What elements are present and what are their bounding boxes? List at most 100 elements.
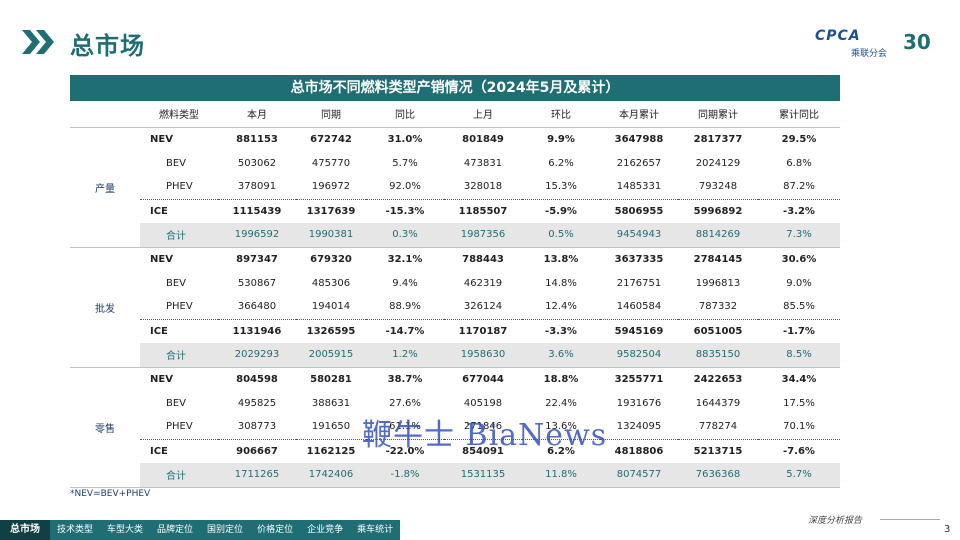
value-cell: 8814269	[678, 223, 758, 248]
value-cell: 1485331	[616, 181, 662, 193]
value-cell: 2029293	[218, 343, 296, 368]
value-cell: 366480	[237, 301, 277, 313]
value-cell: 405198	[463, 397, 503, 409]
column-header: 本月累计	[600, 101, 678, 128]
table-row: PHEV 378091 196972 92.0% 328018 15.3% 1485331 7…	[70, 175, 840, 199]
value-cell: -14.7%	[366, 318, 444, 343]
fuel-type-cell: 合计	[140, 223, 218, 248]
column-header: 同比	[366, 101, 444, 128]
nav-item[interactable]: 总市场	[0, 520, 50, 540]
watermark: 鞭牛士 BiaNews	[362, 418, 608, 453]
nav-item[interactable]: 品牌定位	[150, 520, 201, 540]
nav-item[interactable]: 车型大类	[100, 520, 151, 540]
value-cell: 1644379	[695, 397, 741, 409]
table-row: BEV 530867 485306 9.4% 462319 14.8% 2176751 199…	[70, 271, 840, 295]
value-cell: 1317639	[296, 198, 366, 223]
value-cell: -15.3%	[366, 198, 444, 223]
nav-item[interactable]: 价格定位	[250, 520, 301, 540]
fuel-type-cell: NEV	[150, 373, 173, 385]
value-cell: 32.1%	[387, 253, 423, 265]
value-cell: 38.7%	[387, 373, 423, 385]
fuel-type-cell: PHEV	[166, 421, 193, 433]
value-cell: 9.4%	[392, 277, 418, 289]
value-cell: 580281	[310, 373, 352, 385]
fuel-type-cell: BEV	[166, 157, 187, 169]
column-header: 燃料类型	[140, 101, 218, 128]
value-cell: 388631	[311, 397, 351, 409]
value-cell: 378091	[237, 181, 277, 193]
value-cell: 88.9%	[389, 301, 421, 313]
fuel-type-cell: PHEV	[166, 301, 193, 313]
value-cell: 22.4%	[545, 397, 577, 409]
anniversary-mark: 30	[903, 30, 931, 54]
table-row: BEV 503062 475770 5.7% 473831 6.2% 2162657 2024…	[70, 151, 840, 175]
nav-item[interactable]: 乘车统计	[350, 520, 401, 540]
table-title: 总市场不同燃料类型产销情况（2024年5月及累计）	[70, 75, 840, 101]
column-header: 环比	[522, 101, 600, 128]
page-number: 3	[944, 524, 951, 535]
value-cell: 9.9%	[547, 133, 575, 145]
value-cell: -7.6%	[758, 438, 840, 463]
logo-sub-text: 乘联分会	[851, 49, 888, 59]
value-cell: 328018	[463, 181, 503, 193]
value-cell: 271846	[463, 421, 503, 433]
value-cell: 1996813	[695, 277, 741, 289]
value-cell: 1115439	[218, 198, 296, 223]
value-cell: 196972	[311, 181, 351, 193]
value-cell: -5.9%	[522, 198, 600, 223]
value-cell: 1326595	[296, 318, 366, 343]
fuel-type-cell: BEV	[166, 397, 187, 409]
value-cell: 503062	[237, 157, 277, 169]
value-cell: 14.8%	[545, 277, 577, 289]
column-header: 累计同比	[758, 101, 840, 128]
value-cell: -22.0%	[366, 438, 444, 463]
value-cell: 1531135	[444, 463, 522, 488]
value-cell: 2024129	[695, 157, 741, 169]
nav-item[interactable]: 国别定位	[200, 520, 251, 540]
value-cell: 8.5%	[758, 343, 840, 368]
value-cell: -3.3%	[522, 318, 600, 343]
value-cell: 1324095	[616, 421, 662, 433]
table-body: 产量 NEV 881153 672742 31.0% 801849 9.9% 3647988 2…	[70, 127, 840, 488]
value-cell: 3255771	[614, 373, 664, 385]
value-cell: 0.3%	[366, 223, 444, 248]
group-label: 产量	[70, 127, 140, 248]
value-cell: 473831	[463, 157, 503, 169]
value-cell: 13.6%	[545, 421, 577, 433]
header: 总市场 CPCA 乘联分会 30	[0, 0, 960, 70]
value-cell: 1958630	[444, 343, 522, 368]
value-cell: 9454943	[600, 223, 678, 248]
table-header-row: 燃料类型 本月 同期 同比 上月 环比 本月累计 同期累计 累计同比	[70, 101, 840, 128]
value-cell: -1.7%	[758, 318, 840, 343]
table-row: 合计 1711265 1742406 -1.8% 1531135 11.8% 8074577…	[70, 463, 840, 488]
sales-table-panel: 总市场不同燃料类型产销情况（2024年5月及累计） 燃料类型 本月 同期 同比 …	[70, 75, 840, 488]
report-tag: 深度分析报告	[808, 516, 863, 526]
value-cell: 1.2%	[366, 343, 444, 368]
double-chevron-icon	[22, 30, 54, 54]
value-cell: 4818806	[600, 438, 678, 463]
value-cell: 854091	[444, 438, 522, 463]
fuel-type-cell: ICE	[140, 438, 218, 463]
value-cell: 0.5%	[522, 223, 600, 248]
value-cell: 191650	[311, 421, 351, 433]
value-cell: 2005915	[296, 343, 366, 368]
group-col-header	[70, 101, 140, 128]
value-cell: 897347	[236, 253, 278, 265]
value-cell: 6.2%	[548, 157, 574, 169]
value-cell: 5.7%	[758, 463, 840, 488]
table-row: 合计 2029293 2005915 1.2% 1958630 3.6% 9582504 88…	[70, 343, 840, 368]
value-cell: 17.5%	[783, 397, 815, 409]
value-cell: 8835150	[678, 343, 758, 368]
nav-item[interactable]: 企业竞争	[300, 520, 351, 540]
fuel-type-cell: ICE	[140, 318, 218, 343]
value-cell: 881153	[236, 133, 278, 145]
value-cell: 1185507	[444, 198, 522, 223]
value-cell: 530867	[237, 277, 277, 289]
fuel-type-cell: PHEV	[166, 181, 193, 193]
value-cell: 677044	[462, 373, 504, 385]
column-header: 同期累计	[678, 101, 758, 128]
value-cell: 27.6%	[389, 397, 421, 409]
value-cell: 6.8%	[786, 157, 812, 169]
nav-item[interactable]: 技术类型	[50, 520, 101, 540]
value-cell: 2784145	[693, 253, 743, 265]
